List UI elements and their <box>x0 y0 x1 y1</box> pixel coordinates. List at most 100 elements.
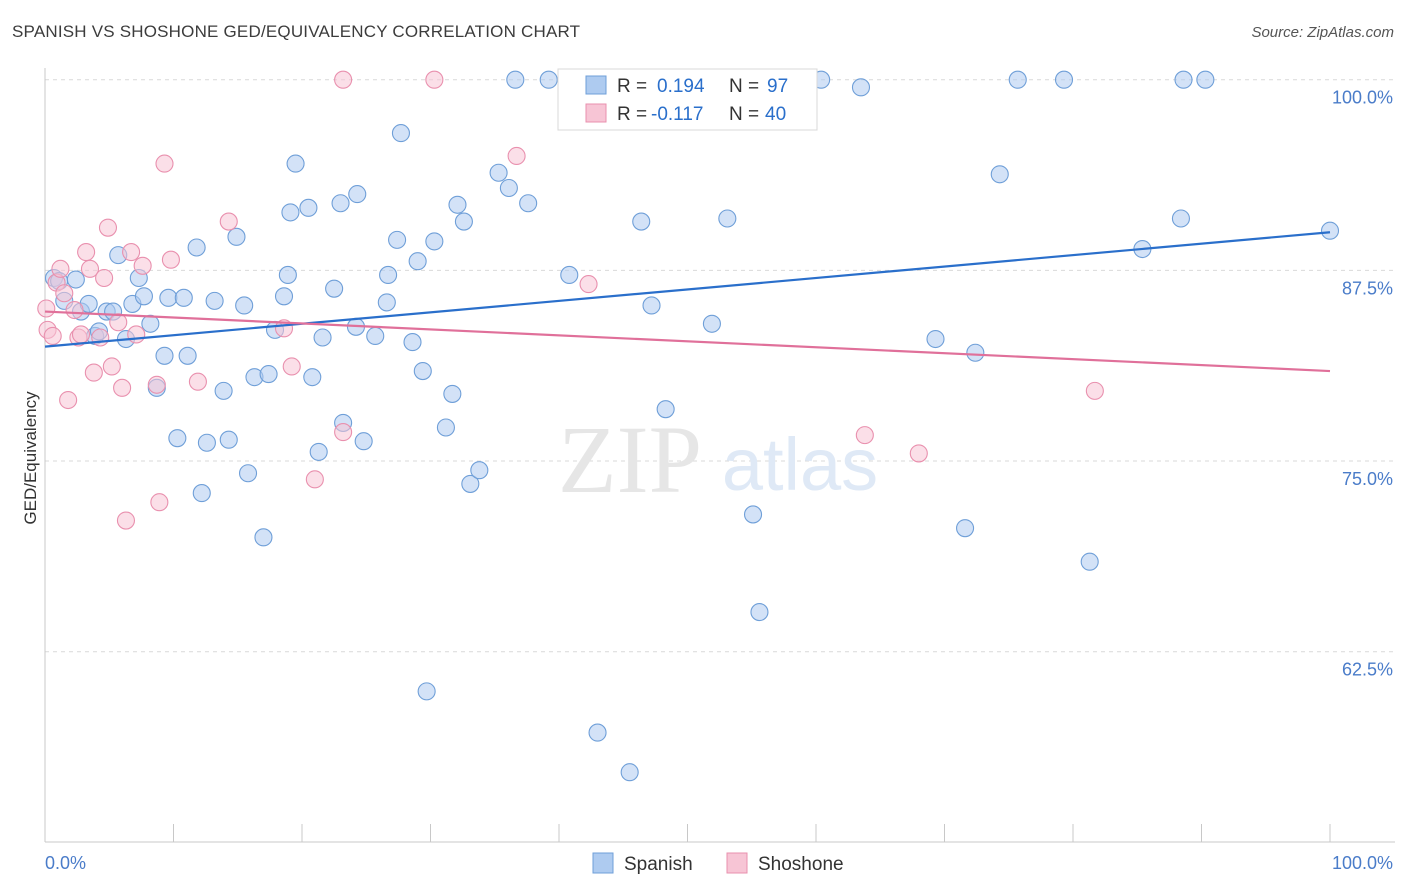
spanish-point <box>443 384 462 403</box>
spanish-point <box>159 288 178 307</box>
spanish-point <box>286 154 305 173</box>
shoshone-point <box>71 325 91 344</box>
spanish-point <box>1174 70 1193 89</box>
spanish-point <box>425 232 444 251</box>
spanish-point <box>1008 70 1027 89</box>
spanish-point <box>926 329 945 349</box>
shoshone-n-value: 40 <box>765 104 786 125</box>
trend-lines <box>44 231 1331 373</box>
spanish-point <box>299 198 318 217</box>
spanish-point <box>178 346 197 365</box>
x-tick-label-min: 0.0% <box>45 853 86 873</box>
shoshone-point <box>334 423 353 442</box>
shoshone-point <box>155 154 174 173</box>
chart-title: SPANISH VS SHOSHONE GED/EQUIVALENCY CORR… <box>12 22 581 41</box>
legend-shoshone-swatch[interactable] <box>726 852 748 874</box>
spanish-point <box>278 265 297 285</box>
spanish-point <box>187 238 206 257</box>
shoshone-r-label: R = <box>617 104 647 125</box>
shoshone-point <box>127 325 146 344</box>
spanish-r-label: R = <box>617 76 647 97</box>
watermark: ZIP atlas <box>558 406 878 513</box>
shoshone-point <box>305 470 324 489</box>
spanish-point <box>461 474 480 493</box>
spanish-point <box>1054 70 1074 89</box>
shoshone-point <box>507 146 526 166</box>
legend-spanish-swatch[interactable] <box>592 852 614 874</box>
spanish-point <box>448 195 467 214</box>
spanish-point <box>702 314 721 333</box>
data-points <box>37 70 1340 782</box>
spanish-point <box>377 293 396 312</box>
spanish-point <box>750 603 769 622</box>
spanish-point <box>155 346 174 365</box>
spanish-point <box>620 763 639 782</box>
shoshone-point <box>43 326 62 346</box>
spanish-point <box>851 78 871 97</box>
shoshone-point <box>51 259 70 278</box>
spanish-point <box>325 279 344 298</box>
spanish-point <box>141 314 160 333</box>
spanish-point <box>1080 552 1099 571</box>
shoshone-point <box>113 378 132 397</box>
spanish-point <box>1320 221 1340 240</box>
spanish-point <box>214 381 233 400</box>
spanish-point <box>499 178 518 198</box>
spanish-n-value: 97 <box>767 76 788 97</box>
shoshone-point <box>425 70 444 89</box>
spanish-point <box>990 165 1009 184</box>
shoshone-point <box>133 256 152 275</box>
shoshone-point <box>37 299 56 318</box>
spanish-point <box>219 430 238 449</box>
shoshone-point <box>98 218 118 237</box>
shoshone-point <box>80 259 100 278</box>
shoshone-point <box>579 275 598 294</box>
spanish-point <box>718 209 737 228</box>
spanish-point <box>197 433 216 452</box>
spanish-point <box>956 519 975 538</box>
spanish-point <box>743 505 763 524</box>
spanish-point <box>134 287 153 306</box>
spanish-point <box>1196 70 1215 89</box>
spanish-point <box>281 203 300 222</box>
spanish-point <box>539 70 558 89</box>
shoshone-point <box>55 284 74 303</box>
spanish-point <box>366 326 385 346</box>
shoshone-point <box>161 250 180 269</box>
legend-shoshone-label[interactable]: Shoshone <box>758 854 844 875</box>
spanish-point <box>454 212 473 231</box>
spanish-point <box>227 227 246 246</box>
shoshone-point <box>334 70 353 89</box>
source-credit: Source: ZipAtlas.com <box>1251 24 1394 41</box>
spanish-point <box>174 288 193 307</box>
shoshone-point <box>219 212 238 231</box>
spanish-point <box>436 418 455 437</box>
stats-legend: R = 0.194 N = 97 R = -0.117 N = 40 <box>557 68 818 131</box>
spanish-point <box>168 429 187 448</box>
shoshone-trend-line <box>44 310 1331 373</box>
spanish-point <box>348 185 367 204</box>
shoshone-point <box>855 426 874 445</box>
legend-spanish-label[interactable]: Spanish <box>624 854 693 875</box>
spanish-point <box>417 682 436 701</box>
shoshone-point <box>188 372 207 391</box>
y-axis-title: GED/Equivalency <box>21 391 40 525</box>
spanish-point <box>66 270 85 289</box>
x-tick-label-max: 100.0% <box>1332 853 1393 873</box>
shoshone-point <box>122 243 141 262</box>
shoshone-point <box>282 357 301 376</box>
spanish-point <box>403 333 422 352</box>
spanish-point <box>313 328 332 347</box>
shoshone-point <box>65 300 84 320</box>
spanish-n-label: N = <box>729 76 759 97</box>
y-tick-label: 75.0% <box>1342 469 1393 489</box>
shoshone-r-value: -0.117 <box>651 104 703 125</box>
spanish-point <box>254 528 273 547</box>
watermark-atlas: atlas <box>722 423 878 506</box>
spanish-point <box>588 723 607 742</box>
spanish-point <box>470 461 489 480</box>
spanish-point <box>560 265 579 285</box>
shoshone-point <box>84 363 103 382</box>
spanish-point <box>388 230 407 249</box>
